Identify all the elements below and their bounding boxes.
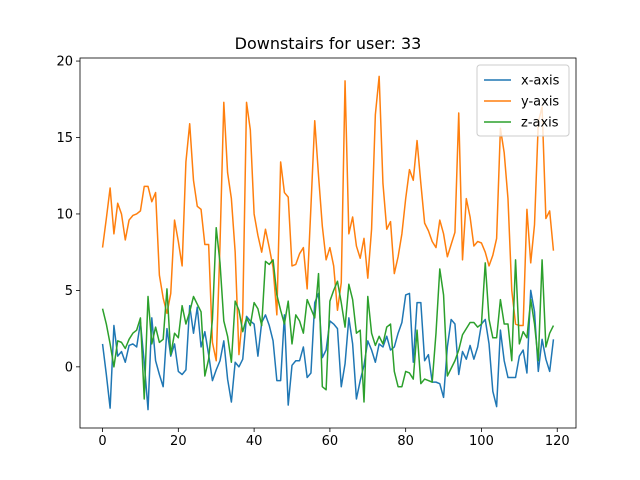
chart-title: Downstairs for user: 33 [235, 34, 422, 53]
plot-frame [79, 57, 577, 429]
y-tick-label: 10 [56, 207, 73, 222]
y-tick-label: 5 [65, 284, 73, 299]
x-tick-label: 80 [397, 434, 414, 449]
legend-label: z-axis [521, 116, 559, 131]
data-line [101, 75, 555, 362]
legend-box [476, 64, 570, 137]
y-tick-label: 20 [56, 55, 73, 70]
x-tick-label: 60 [322, 434, 339, 449]
x-tick-label: 20 [170, 434, 187, 449]
y-tick-label: 15 [56, 131, 73, 146]
data-line [101, 226, 555, 403]
x-tick-label: 0 [98, 434, 106, 449]
x-tick-label: 40 [246, 434, 263, 449]
x-tick-label: 100 [469, 434, 494, 449]
x-tick-label: 120 [545, 434, 570, 449]
legend-label: y-axis [521, 95, 559, 110]
legend-label: x-axis [521, 74, 560, 89]
y-tick-label: 0 [65, 360, 73, 375]
